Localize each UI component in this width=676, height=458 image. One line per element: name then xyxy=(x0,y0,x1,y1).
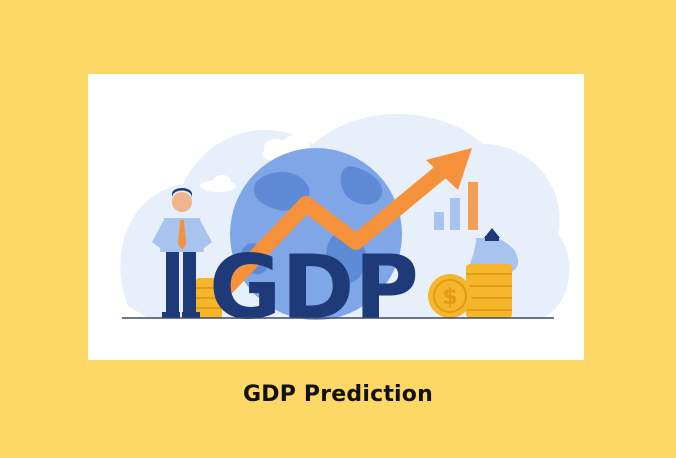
coin-symbol: $ xyxy=(442,285,457,310)
coin-stack-icon xyxy=(466,264,512,318)
dollar-coin-icon: $ xyxy=(428,274,472,318)
gdp-growth-illustration: GDP $ xyxy=(120,114,570,339)
coin-stack-icon xyxy=(196,278,222,318)
gdp-letters: GDP xyxy=(209,236,419,339)
caption-title: GDP Prediction xyxy=(243,382,433,407)
businessman-figure xyxy=(152,188,212,318)
cloud-icon xyxy=(200,175,236,192)
illustration-card: GDP $ xyxy=(88,74,584,360)
bar-chart-icon xyxy=(434,182,478,230)
growth-arrow-icon xyxy=(220,148,472,294)
